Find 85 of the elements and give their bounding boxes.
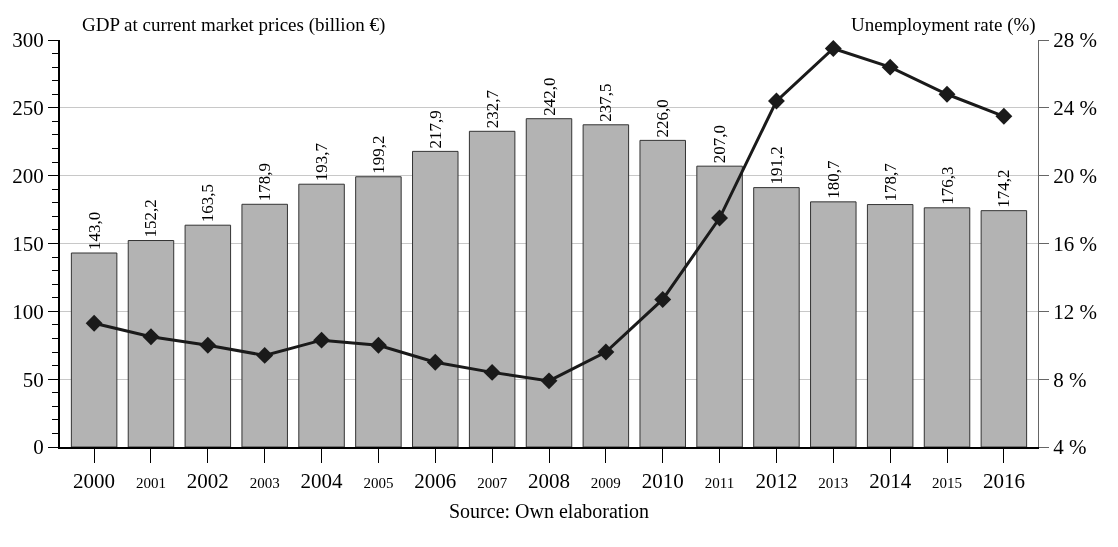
bar (696, 165, 743, 447)
x-tick-label: 2010 (641, 469, 684, 494)
point (711, 209, 729, 227)
bar (525, 118, 573, 447)
x-tick-label: 2008 (528, 469, 570, 494)
x-tick-label: 2003 (249, 475, 280, 492)
data-label: 193,7 (312, 142, 332, 182)
data-label: 207,0 (710, 124, 730, 164)
x-tick-label: 2006 (414, 469, 457, 494)
y2-tick-label: 24 % (1053, 96, 1097, 121)
point (767, 92, 785, 110)
x-tick-label: 2009 (590, 475, 621, 492)
bar (923, 207, 971, 447)
bar (184, 224, 232, 447)
y2-tick-label: 16 % (1053, 231, 1097, 256)
x-tick-label: 2012 (755, 469, 798, 494)
data-label: 178,7 (880, 162, 900, 202)
y-tick-label: 100 (12, 299, 44, 324)
x-tick-label: 2002 (186, 469, 229, 494)
point (426, 353, 444, 371)
bar (298, 183, 345, 447)
data-label: 143,0 (84, 211, 104, 250)
data-label: 174,2 (994, 169, 1014, 208)
point (85, 314, 103, 332)
point (654, 291, 672, 308)
point (938, 85, 956, 103)
y-tick-label: 150 (12, 231, 44, 256)
y-tick-label: 300 (12, 28, 44, 53)
point (142, 328, 160, 346)
x-tick-label: 2004 (300, 469, 344, 494)
x-tick-label: 2011 (704, 475, 735, 492)
x-tick-label: 2015 (932, 475, 963, 492)
bar (355, 176, 402, 447)
data-label: 242,0 (539, 77, 559, 116)
data-label: 217,9 (425, 110, 445, 149)
y2-tick-label: 8 % (1053, 367, 1087, 392)
x-tick-label: 2013 (818, 475, 849, 492)
x-tick-label: 2000 (73, 469, 116, 494)
bar (412, 150, 459, 447)
data-label: 191,2 (766, 146, 786, 185)
bar (70, 252, 118, 447)
y-tick-label: 250 (12, 96, 44, 121)
bar (127, 240, 175, 447)
y-tick-label: 0 (33, 435, 44, 460)
bar (753, 187, 800, 447)
y2-tick-label: 12 % (1053, 299, 1097, 324)
point (995, 107, 1013, 125)
bar (468, 130, 516, 447)
y2-tick-label: 28 % (1053, 28, 1097, 53)
point (369, 336, 387, 354)
source-note: Source: Own elaboration (449, 500, 649, 522)
point (597, 343, 615, 361)
point (256, 346, 274, 364)
bar (639, 139, 686, 447)
x-tick-label: 2001 (135, 475, 166, 492)
y-tick-label: 50 (22, 367, 44, 392)
bar (241, 203, 288, 447)
x-tick-label: 2007 (477, 475, 508, 492)
point (313, 331, 331, 349)
point (483, 363, 501, 381)
point (881, 58, 899, 76)
bar (810, 201, 857, 447)
bar (582, 124, 630, 447)
data-label: 176,3 (937, 166, 957, 205)
bar (866, 204, 914, 447)
data-label: 178,9 (255, 163, 275, 202)
y2-axis-title: Unemployment rate (%) (851, 14, 1036, 36)
data-label: 163,5 (198, 183, 218, 223)
data-label: 226,0 (653, 99, 673, 138)
data-label: 237,5 (596, 83, 616, 122)
point (540, 372, 558, 390)
y2-tick-label: 20 % (1053, 164, 1097, 189)
x-tick-label: 2014 (869, 469, 912, 494)
y-tick-label: 200 (12, 164, 44, 189)
data-label: 180,7 (823, 160, 843, 199)
x-tick-label: 2005 (363, 475, 394, 492)
y2-tick-label: 4 % (1053, 435, 1087, 460)
y-axis-title: GDP at current market prices (billion €) (82, 14, 386, 36)
data-label: 152,2 (141, 199, 161, 238)
point (199, 336, 217, 354)
data-label: 199,2 (368, 135, 388, 174)
bar (980, 210, 1028, 447)
data-label: 232,7 (482, 89, 502, 129)
point (824, 40, 842, 57)
x-tick-label: 2016 (982, 469, 1025, 494)
